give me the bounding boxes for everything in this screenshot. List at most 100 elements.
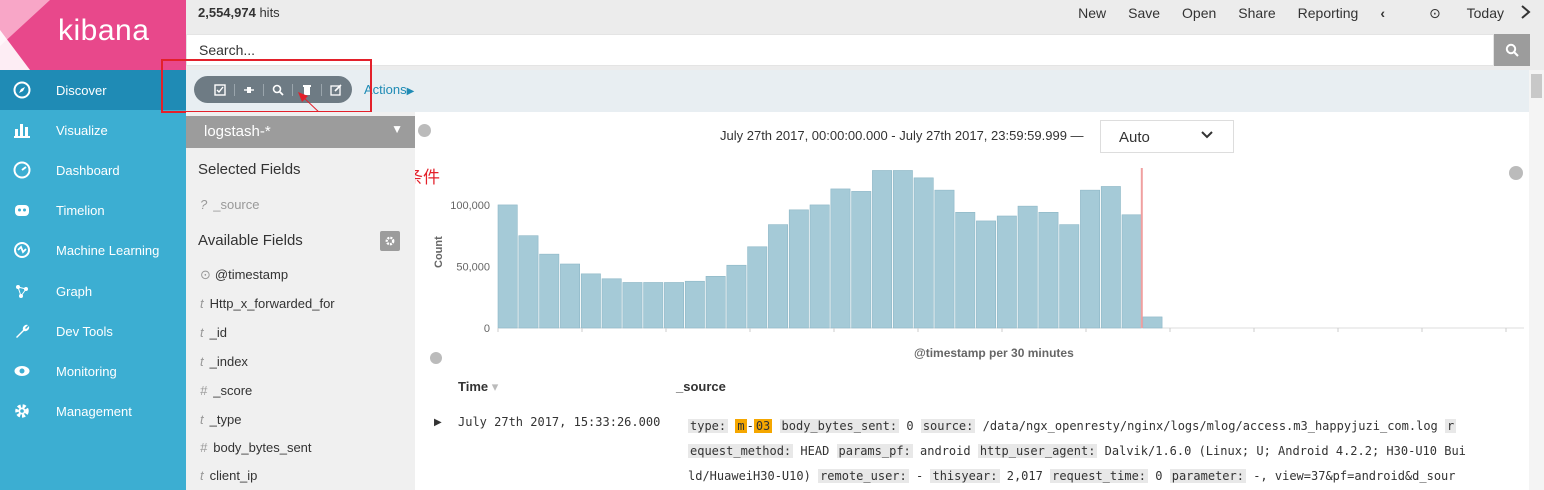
histogram-bar[interactable] bbox=[1100, 186, 1121, 329]
histogram-bar[interactable] bbox=[872, 170, 892, 329]
histogram-bar[interactable] bbox=[622, 282, 643, 329]
sidebar-item-timelion[interactable]: Timelion bbox=[0, 190, 186, 230]
sidebar-item-graph[interactable]: Graph bbox=[0, 271, 186, 311]
top-menu: New Save Open Share Reporting ‹ ⊙ Today bbox=[1056, 5, 1532, 22]
histogram-bar[interactable] bbox=[539, 253, 560, 329]
field-item-client-ip[interactable]: t client_ip bbox=[200, 468, 257, 483]
histogram-bar[interactable] bbox=[892, 170, 913, 329]
sidebar-item-label: Discover bbox=[56, 82, 107, 98]
histogram-bar[interactable] bbox=[934, 189, 955, 329]
sidebar-item-dashboard[interactable]: Dashboard bbox=[0, 150, 186, 190]
sidebar-item-label: Timelion bbox=[56, 202, 105, 218]
field-item-source[interactable]: ? _source bbox=[200, 197, 259, 212]
save-button[interactable]: Save bbox=[1128, 5, 1161, 21]
remove-filters-trash-icon[interactable] bbox=[297, 80, 317, 100]
histogram-bar[interactable] bbox=[726, 264, 747, 329]
histogram-bar[interactable] bbox=[809, 204, 830, 329]
histogram-bar[interactable] bbox=[518, 235, 539, 329]
search-input[interactable] bbox=[187, 35, 1493, 65]
histogram-bar[interactable] bbox=[664, 282, 684, 329]
histogram-bar[interactable] bbox=[560, 263, 580, 329]
sidebar-item-monitoring[interactable]: Monitoring bbox=[0, 351, 186, 391]
pin-filters-icon[interactable] bbox=[239, 80, 259, 100]
wrench-icon bbox=[12, 321, 32, 341]
sidebar-item-label: Visualize bbox=[56, 122, 108, 138]
y-tick-label: 50,000 bbox=[456, 261, 490, 273]
actions-link[interactable]: Actions▶ bbox=[364, 82, 414, 97]
field-item-score[interactable]: # _score bbox=[200, 383, 252, 398]
field-item-index[interactable]: t _index bbox=[200, 354, 248, 369]
histogram-bar[interactable] bbox=[580, 273, 601, 329]
reporting-button[interactable]: Reporting bbox=[1297, 5, 1359, 21]
chart-x-axis-label: @timestamp per 30 minutes bbox=[914, 346, 1074, 360]
new-button[interactable]: New bbox=[1078, 5, 1107, 21]
sidebar-item-discover[interactable]: Discover bbox=[0, 70, 186, 110]
page-scrollbar[interactable] bbox=[1529, 70, 1544, 490]
y-axis-label: Count bbox=[433, 236, 445, 268]
graph-icon bbox=[12, 281, 32, 301]
source-value: - bbox=[916, 469, 924, 483]
time-next-button[interactable] bbox=[1520, 5, 1532, 22]
field-name: _index bbox=[209, 354, 248, 369]
histogram-bar[interactable] bbox=[705, 276, 726, 329]
share-button[interactable]: Share bbox=[1238, 5, 1276, 21]
page-scrollbar-thumb[interactable] bbox=[1531, 74, 1542, 98]
histogram-bar[interactable] bbox=[747, 246, 768, 329]
histogram-bar[interactable] bbox=[851, 191, 872, 329]
source-highlight: m bbox=[735, 419, 747, 433]
histogram-bar[interactable] bbox=[830, 188, 851, 329]
histogram-bar[interactable] bbox=[913, 177, 934, 329]
filter-actions-pill bbox=[194, 76, 352, 103]
sidebar-item-management[interactable]: Management bbox=[0, 391, 186, 431]
field-name: _source bbox=[213, 197, 260, 212]
histogram-bar[interactable] bbox=[1080, 189, 1101, 329]
histogram-bar[interactable] bbox=[996, 215, 1017, 329]
sidebar-item-dev-tools[interactable]: Dev Tools bbox=[0, 311, 186, 351]
histogram-bar[interactable] bbox=[1121, 214, 1142, 329]
source-key: parameter: bbox=[1169, 469, 1246, 483]
field-settings-button[interactable] bbox=[380, 231, 400, 251]
field-item-http-x-forwarded-for[interactable]: t Http_x_forwarded_for bbox=[200, 296, 335, 311]
collapse-chart-right-button[interactable] bbox=[1509, 166, 1523, 180]
search-button[interactable] bbox=[1494, 34, 1530, 66]
histogram-bar[interactable] bbox=[955, 212, 976, 329]
field-type-number-icon: # bbox=[200, 440, 208, 455]
time-range-label: July 27th 2017, 00:00:00.000 - July 27th… bbox=[720, 128, 1084, 143]
time-prev-button[interactable]: ‹ bbox=[1380, 5, 1386, 21]
open-button[interactable]: Open bbox=[1182, 5, 1217, 21]
histogram-bar[interactable] bbox=[788, 209, 809, 329]
field-item-type[interactable]: t _type bbox=[200, 412, 241, 427]
kibana-logo[interactable]: kibana bbox=[0, 0, 186, 70]
histogram-chart: 100,000 50,000 0 Count bbox=[433, 168, 1524, 335]
histogram-bar[interactable] bbox=[976, 220, 997, 329]
source-key: http_user_agent: bbox=[977, 444, 1098, 458]
column-header-time[interactable]: Time ▾ bbox=[458, 379, 498, 395]
sidebar-item-visualize[interactable]: Visualize bbox=[0, 110, 186, 150]
expand-row-icon[interactable]: ▶ bbox=[434, 417, 442, 428]
field-type-string-icon: t bbox=[200, 412, 204, 427]
source-key: body_bytes_sent: bbox=[779, 419, 900, 433]
edit-query-icon[interactable] bbox=[326, 80, 346, 100]
histogram-bar[interactable] bbox=[601, 278, 622, 329]
field-item-id[interactable]: t _id bbox=[200, 325, 227, 340]
histogram-bar[interactable] bbox=[643, 282, 664, 329]
histogram-bar[interactable] bbox=[1059, 224, 1080, 329]
histogram-bar[interactable] bbox=[1038, 212, 1059, 329]
search-icon bbox=[1505, 43, 1519, 57]
sidebar-item-machine-learning[interactable]: Machine Learning bbox=[0, 230, 186, 270]
source-key: type: bbox=[688, 419, 729, 433]
field-item-timestamp[interactable]: ⊙ @timestamp bbox=[200, 267, 288, 283]
histogram-bar[interactable] bbox=[1017, 205, 1038, 329]
field-item-body-bytes-sent[interactable]: # body_bytes_sent bbox=[200, 440, 312, 455]
histogram-bar[interactable] bbox=[1142, 316, 1163, 329]
invert-filters-icon[interactable] bbox=[268, 80, 288, 100]
time-picker-button[interactable]: ⊙ Today bbox=[1407, 5, 1504, 22]
histogram-bar[interactable] bbox=[684, 280, 705, 329]
interval-select[interactable]: Auto bbox=[1100, 120, 1234, 153]
enable-all-filters-icon[interactable] bbox=[210, 80, 230, 100]
histogram-bar[interactable] bbox=[768, 224, 788, 329]
histogram-bar[interactable] bbox=[497, 204, 518, 329]
index-pattern-select[interactable]: logstash-* ▼ bbox=[186, 116, 415, 148]
collapse-chart-button[interactable] bbox=[430, 352, 442, 364]
collapse-sidebar-button[interactable] bbox=[418, 124, 431, 137]
